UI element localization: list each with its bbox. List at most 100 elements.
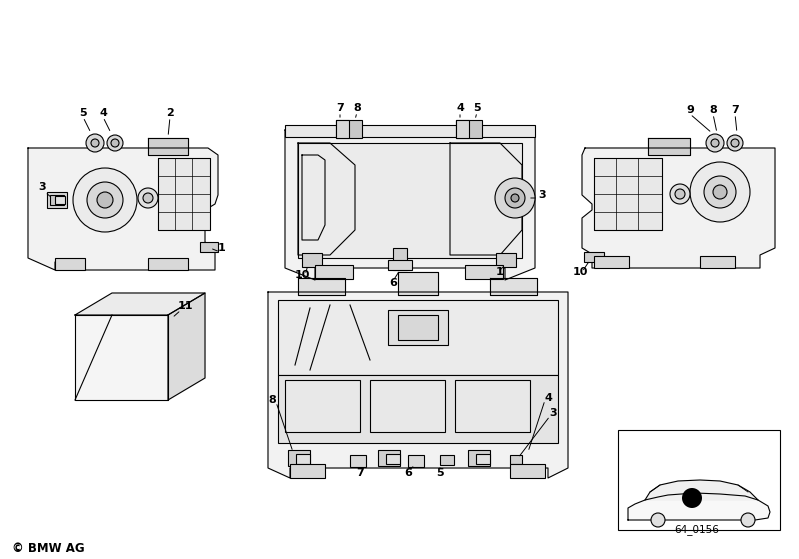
Polygon shape [490, 278, 537, 295]
Polygon shape [302, 155, 325, 240]
Polygon shape [398, 272, 438, 295]
Text: 5: 5 [79, 108, 87, 118]
Polygon shape [75, 315, 168, 400]
Circle shape [73, 168, 137, 232]
Circle shape [511, 194, 519, 202]
Bar [440, 455, 454, 465]
Circle shape [138, 188, 158, 208]
Polygon shape [582, 148, 775, 268]
Bar [700, 256, 735, 268]
Circle shape [505, 188, 525, 208]
Bar [456, 120, 469, 138]
Circle shape [91, 139, 99, 147]
Bar [47, 192, 67, 208]
Text: 6: 6 [404, 468, 412, 478]
Bar [350, 455, 366, 467]
Text: 4: 4 [544, 393, 552, 403]
Bar [296, 454, 310, 464]
Circle shape [682, 488, 702, 508]
Bar [298, 143, 522, 258]
Polygon shape [28, 148, 218, 270]
Circle shape [143, 193, 153, 203]
Bar [285, 125, 535, 137]
Bar [594, 256, 629, 268]
Circle shape [651, 513, 665, 527]
Bar [278, 300, 558, 375]
Bar [50, 195, 64, 205]
Circle shape [731, 139, 739, 147]
Bar [370, 380, 445, 432]
Bar [510, 455, 522, 464]
Bar [398, 315, 438, 340]
Text: 10: 10 [572, 267, 588, 277]
Bar [618, 430, 780, 530]
Bar [510, 464, 545, 478]
Bar [315, 265, 353, 279]
Circle shape [107, 135, 123, 151]
Circle shape [495, 178, 535, 218]
Bar [386, 454, 400, 464]
Bar [496, 253, 516, 267]
Bar [302, 253, 322, 267]
Text: 7: 7 [336, 103, 344, 113]
Circle shape [97, 192, 113, 208]
Bar [148, 258, 188, 270]
Circle shape [87, 182, 123, 218]
Text: 7: 7 [731, 105, 739, 115]
Circle shape [670, 184, 690, 204]
Text: 8: 8 [268, 395, 276, 405]
Circle shape [711, 139, 719, 147]
Circle shape [86, 134, 104, 152]
Bar [455, 380, 530, 432]
Text: 3: 3 [38, 182, 46, 192]
Polygon shape [648, 138, 690, 155]
Polygon shape [268, 292, 568, 478]
Bar [476, 454, 490, 464]
Circle shape [675, 189, 685, 199]
Text: 5: 5 [473, 103, 481, 113]
Circle shape [741, 513, 755, 527]
Bar [408, 455, 424, 467]
Polygon shape [645, 480, 758, 500]
Text: 1: 1 [496, 267, 504, 277]
Bar [290, 464, 325, 478]
Text: 3: 3 [539, 190, 546, 200]
Text: 1: 1 [218, 243, 226, 253]
Polygon shape [450, 143, 522, 255]
Text: 64_0156: 64_0156 [674, 524, 719, 536]
Circle shape [713, 185, 727, 199]
Text: 7: 7 [356, 468, 364, 478]
Text: 3: 3 [549, 408, 557, 418]
Bar [456, 120, 482, 138]
Text: © BMW AG: © BMW AG [12, 542, 85, 555]
Text: 2: 2 [166, 108, 174, 118]
Text: 10: 10 [294, 270, 310, 280]
Text: 8: 8 [710, 105, 717, 115]
Bar [55, 196, 65, 204]
Bar [584, 252, 604, 262]
Text: 4: 4 [99, 108, 107, 118]
Bar [336, 120, 349, 138]
Text: 5: 5 [436, 468, 443, 478]
Bar [468, 450, 490, 466]
Bar [388, 260, 412, 270]
Bar [200, 242, 218, 252]
Polygon shape [628, 493, 770, 520]
Bar [285, 380, 360, 432]
Polygon shape [75, 293, 205, 315]
Circle shape [690, 162, 750, 222]
Text: 6: 6 [389, 278, 397, 288]
Polygon shape [298, 278, 345, 295]
Bar [393, 248, 407, 270]
Circle shape [706, 134, 724, 152]
Text: 4: 4 [456, 103, 464, 113]
Bar [336, 120, 362, 138]
Text: 9: 9 [686, 105, 694, 115]
Circle shape [111, 139, 119, 147]
Bar [278, 375, 558, 443]
Text: 8: 8 [353, 103, 361, 113]
Bar [594, 158, 662, 230]
Circle shape [727, 135, 743, 151]
Bar [465, 265, 503, 279]
Polygon shape [285, 130, 535, 280]
